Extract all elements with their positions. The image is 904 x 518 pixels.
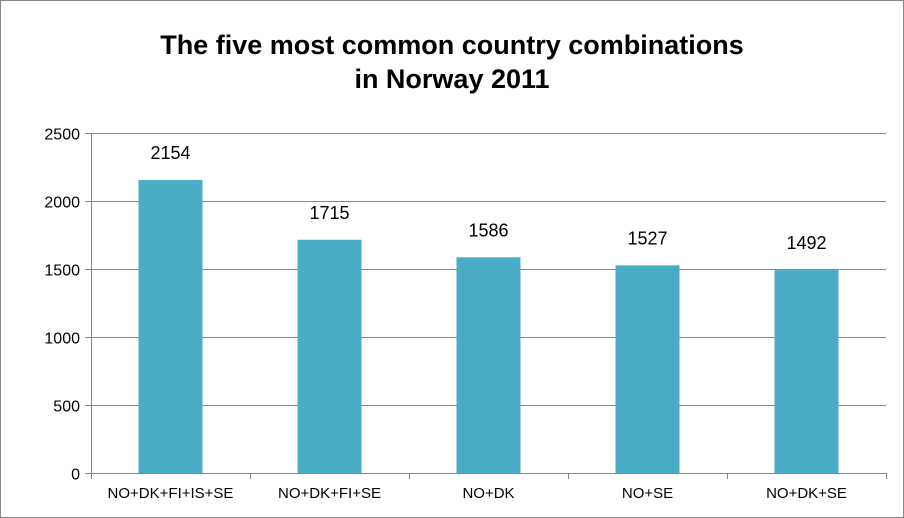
data-label: 1492 [786, 233, 826, 253]
chart-title-line-2: in Norway 2011 [354, 64, 550, 94]
axes [85, 133, 887, 479]
y-tick-labels: 0 500 1000 1500 2000 2500 [44, 127, 80, 484]
y-tick-label: 1500 [44, 263, 80, 280]
data-label: 1715 [309, 203, 349, 223]
data-label: 2154 [150, 143, 190, 163]
bars [138, 180, 839, 473]
chart-title-line-1: The five most common country combination… [160, 30, 744, 60]
y-tick-label: 500 [53, 399, 80, 416]
chart-title: The five most common country combination… [0, 28, 904, 96]
y-tick-label: 2500 [44, 127, 80, 144]
x-tick-label: NO+DK+SE [766, 485, 847, 502]
bar [774, 270, 839, 473]
y-tick-label: 1000 [44, 331, 80, 348]
bar [138, 180, 203, 473]
x-tick-label: NO+DK+FI+IS+SE [108, 485, 234, 502]
bar [297, 239, 362, 473]
bar [615, 265, 680, 473]
x-tick-label: NO+DK [462, 485, 514, 502]
bar [456, 257, 521, 473]
x-tick-label: NO+DK+FI+SE [278, 485, 381, 502]
x-tick-label: NO+SE [622, 485, 673, 502]
data-labels: 2154 1715 1586 1527 1492 [150, 143, 826, 253]
y-tick-label: 0 [71, 467, 80, 484]
x-tick-labels: NO+DK+FI+IS+SE NO+DK+FI+SE NO+DK NO+SE NO+DK… [108, 485, 847, 502]
data-label: 1527 [627, 228, 667, 248]
data-label: 1586 [468, 220, 508, 240]
y-tick-label: 2000 [44, 195, 80, 212]
